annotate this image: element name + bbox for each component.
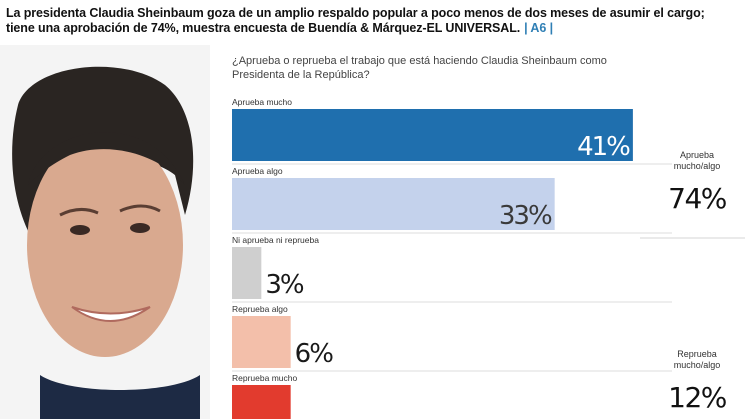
value-label: 41% xyxy=(577,132,630,162)
bar xyxy=(232,316,291,368)
category-label: Aprueba mucho xyxy=(232,97,292,107)
bar xyxy=(232,247,262,299)
value-label: 3% xyxy=(265,270,304,300)
bar xyxy=(232,385,291,419)
category-label: Aprueba algo xyxy=(232,166,283,176)
summary-label-line1: Aprueba xyxy=(680,150,714,160)
category-label: Ni aprueba ni reprueba xyxy=(232,235,319,245)
category-label: Reprueba algo xyxy=(232,304,288,314)
bar xyxy=(232,109,633,161)
bar xyxy=(232,178,555,230)
value-label: 33% xyxy=(499,201,552,231)
page-reference[interactable]: | A6 | xyxy=(524,21,553,35)
survey-question: ¿Aprueba o reprueba el trabajo que está … xyxy=(232,55,607,81)
headline-text: La presidenta Claudia Sheinbaum goza de … xyxy=(6,6,705,35)
value-label: 6% xyxy=(295,339,334,369)
summary-label-line1: Reprueba xyxy=(677,349,717,359)
portrait-photo xyxy=(0,45,210,419)
summary-label-line2: mucho/algo xyxy=(674,161,721,171)
category-label: Reprueba mucho xyxy=(232,373,297,383)
summary-value: 12% xyxy=(668,381,727,414)
summary-label-line2: mucho/algo xyxy=(674,360,721,370)
headline: La presidenta Claudia Sheinbaum goza de … xyxy=(6,6,736,36)
summary-value: 74% xyxy=(668,182,727,215)
